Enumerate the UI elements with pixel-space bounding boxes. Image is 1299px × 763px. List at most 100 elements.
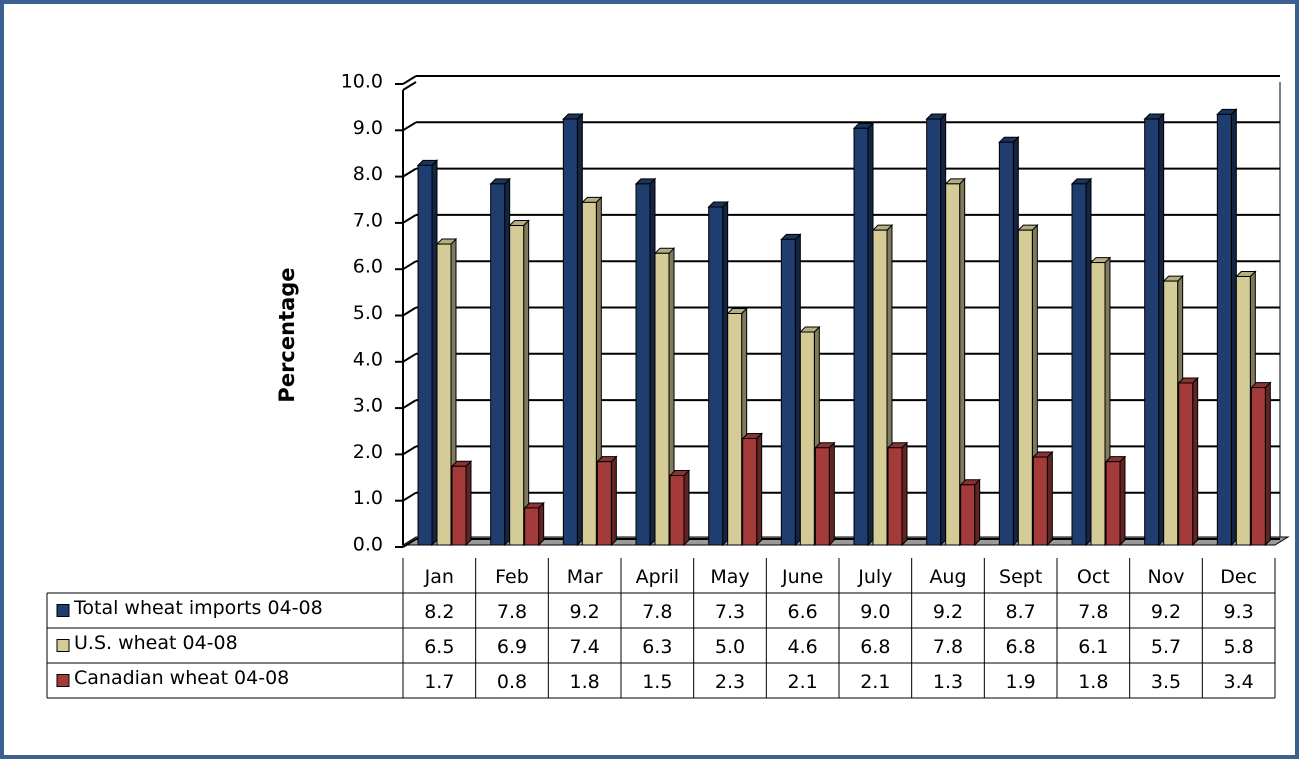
bar-side — [538, 501, 545, 547]
bar-side — [1230, 108, 1237, 547]
table-value: 6.8 — [1006, 636, 1036, 658]
x-tick-label: Mar — [567, 566, 603, 588]
table-value: 7.8 — [642, 601, 672, 623]
legend-label: U.S. wheat 04-08 — [74, 632, 238, 654]
table-value: 5.7 — [1151, 636, 1181, 658]
bar — [1235, 275, 1251, 546]
grid-line-side — [402, 538, 417, 548]
bar — [853, 127, 869, 546]
x-tick-label: Aug — [929, 566, 966, 588]
bar-side — [1264, 381, 1271, 547]
table-value: 2.3 — [715, 671, 745, 693]
grid-line-side — [402, 260, 417, 271]
bar — [1178, 382, 1194, 546]
bar — [814, 447, 830, 546]
bar — [1071, 183, 1087, 546]
table-value: 2.1 — [860, 671, 890, 693]
bar — [960, 484, 976, 546]
bar — [635, 183, 651, 546]
table-value: 1.3 — [933, 671, 963, 693]
bar-side — [1119, 455, 1126, 547]
bar — [509, 225, 525, 546]
table-value: 2.1 — [788, 671, 818, 693]
bar-side — [1158, 112, 1165, 547]
bar — [742, 438, 758, 546]
legend-label: Total wheat imports 04-08 — [73, 597, 323, 619]
grid-line-side — [402, 75, 417, 85]
bar-side — [1085, 177, 1092, 547]
bar-side — [940, 112, 947, 547]
bar — [945, 183, 961, 546]
bar-side — [794, 233, 801, 547]
bar-side — [901, 441, 908, 547]
y-tick-label: 4.0 — [353, 348, 383, 370]
bar-side — [1192, 376, 1199, 547]
table-value: 1.7 — [424, 671, 454, 693]
y-tick-label: 5.0 — [353, 302, 383, 324]
table-value: 5.8 — [1224, 636, 1254, 658]
bar — [417, 164, 433, 546]
bar-side — [828, 441, 835, 547]
bar — [1144, 118, 1160, 546]
bar-side — [974, 478, 981, 547]
bar — [436, 243, 452, 546]
bar — [887, 447, 903, 546]
bar — [1250, 387, 1266, 546]
x-tick-label: Oct — [1077, 566, 1110, 588]
x-tick-label: Sept — [999, 566, 1042, 588]
bar — [780, 238, 796, 546]
bar-side — [867, 122, 874, 547]
table-value: 9.2 — [570, 601, 600, 623]
grid-line-side — [402, 491, 417, 502]
y-tick-label: 8.0 — [353, 163, 383, 185]
x-tick-label: April — [636, 566, 679, 588]
bar — [596, 461, 612, 546]
bar — [998, 141, 1014, 546]
bar — [669, 475, 685, 546]
bar-side — [1012, 135, 1019, 547]
table-value: 7.8 — [1078, 601, 1108, 623]
bar-side — [610, 455, 617, 547]
table-value: 3.5 — [1151, 671, 1181, 693]
bar — [490, 183, 506, 546]
bar-side — [431, 159, 438, 547]
bar — [708, 206, 724, 546]
bar — [1090, 262, 1106, 546]
bar-side — [649, 177, 656, 547]
bar — [926, 118, 942, 546]
x-tick-label: July — [857, 566, 892, 588]
bar — [1163, 280, 1179, 546]
legend-key — [56, 604, 70, 617]
table-value: 5.0 — [715, 636, 745, 658]
bar-side — [465, 460, 472, 547]
bar — [562, 118, 578, 546]
side-wall-top — [402, 81, 417, 91]
grid-line-side — [402, 167, 417, 178]
bar-side — [756, 432, 763, 547]
y-axis-title: Percentage — [275, 267, 299, 402]
y-tick-label: 7.0 — [353, 209, 383, 231]
legend-key — [56, 674, 70, 687]
y-tick-label: 0.0 — [353, 534, 383, 556]
table-value: 7.8 — [497, 601, 527, 623]
grid-line-side — [402, 399, 417, 409]
bar — [654, 252, 670, 546]
x-tick-label: Dec — [1220, 566, 1257, 588]
bar — [1105, 461, 1121, 546]
table-value: 7.3 — [715, 601, 745, 623]
y-tick-label: 2.0 — [353, 441, 383, 463]
bar-side — [1046, 450, 1053, 547]
legend-key — [56, 639, 70, 652]
table-value: 4.6 — [788, 636, 818, 658]
legend-label: Canadian wheat 04-08 — [74, 667, 289, 689]
table-value: 3.4 — [1224, 671, 1254, 693]
x-tick-label: Nov — [1147, 566, 1184, 588]
bar-side — [722, 200, 729, 547]
table-value: 1.8 — [570, 671, 600, 693]
grid-line-side — [402, 306, 417, 317]
bar — [451, 465, 467, 546]
table-value: 0.8 — [497, 671, 527, 693]
y-tick-label: 3.0 — [353, 395, 383, 417]
bar — [872, 229, 888, 546]
table-value: 9.2 — [933, 601, 963, 623]
